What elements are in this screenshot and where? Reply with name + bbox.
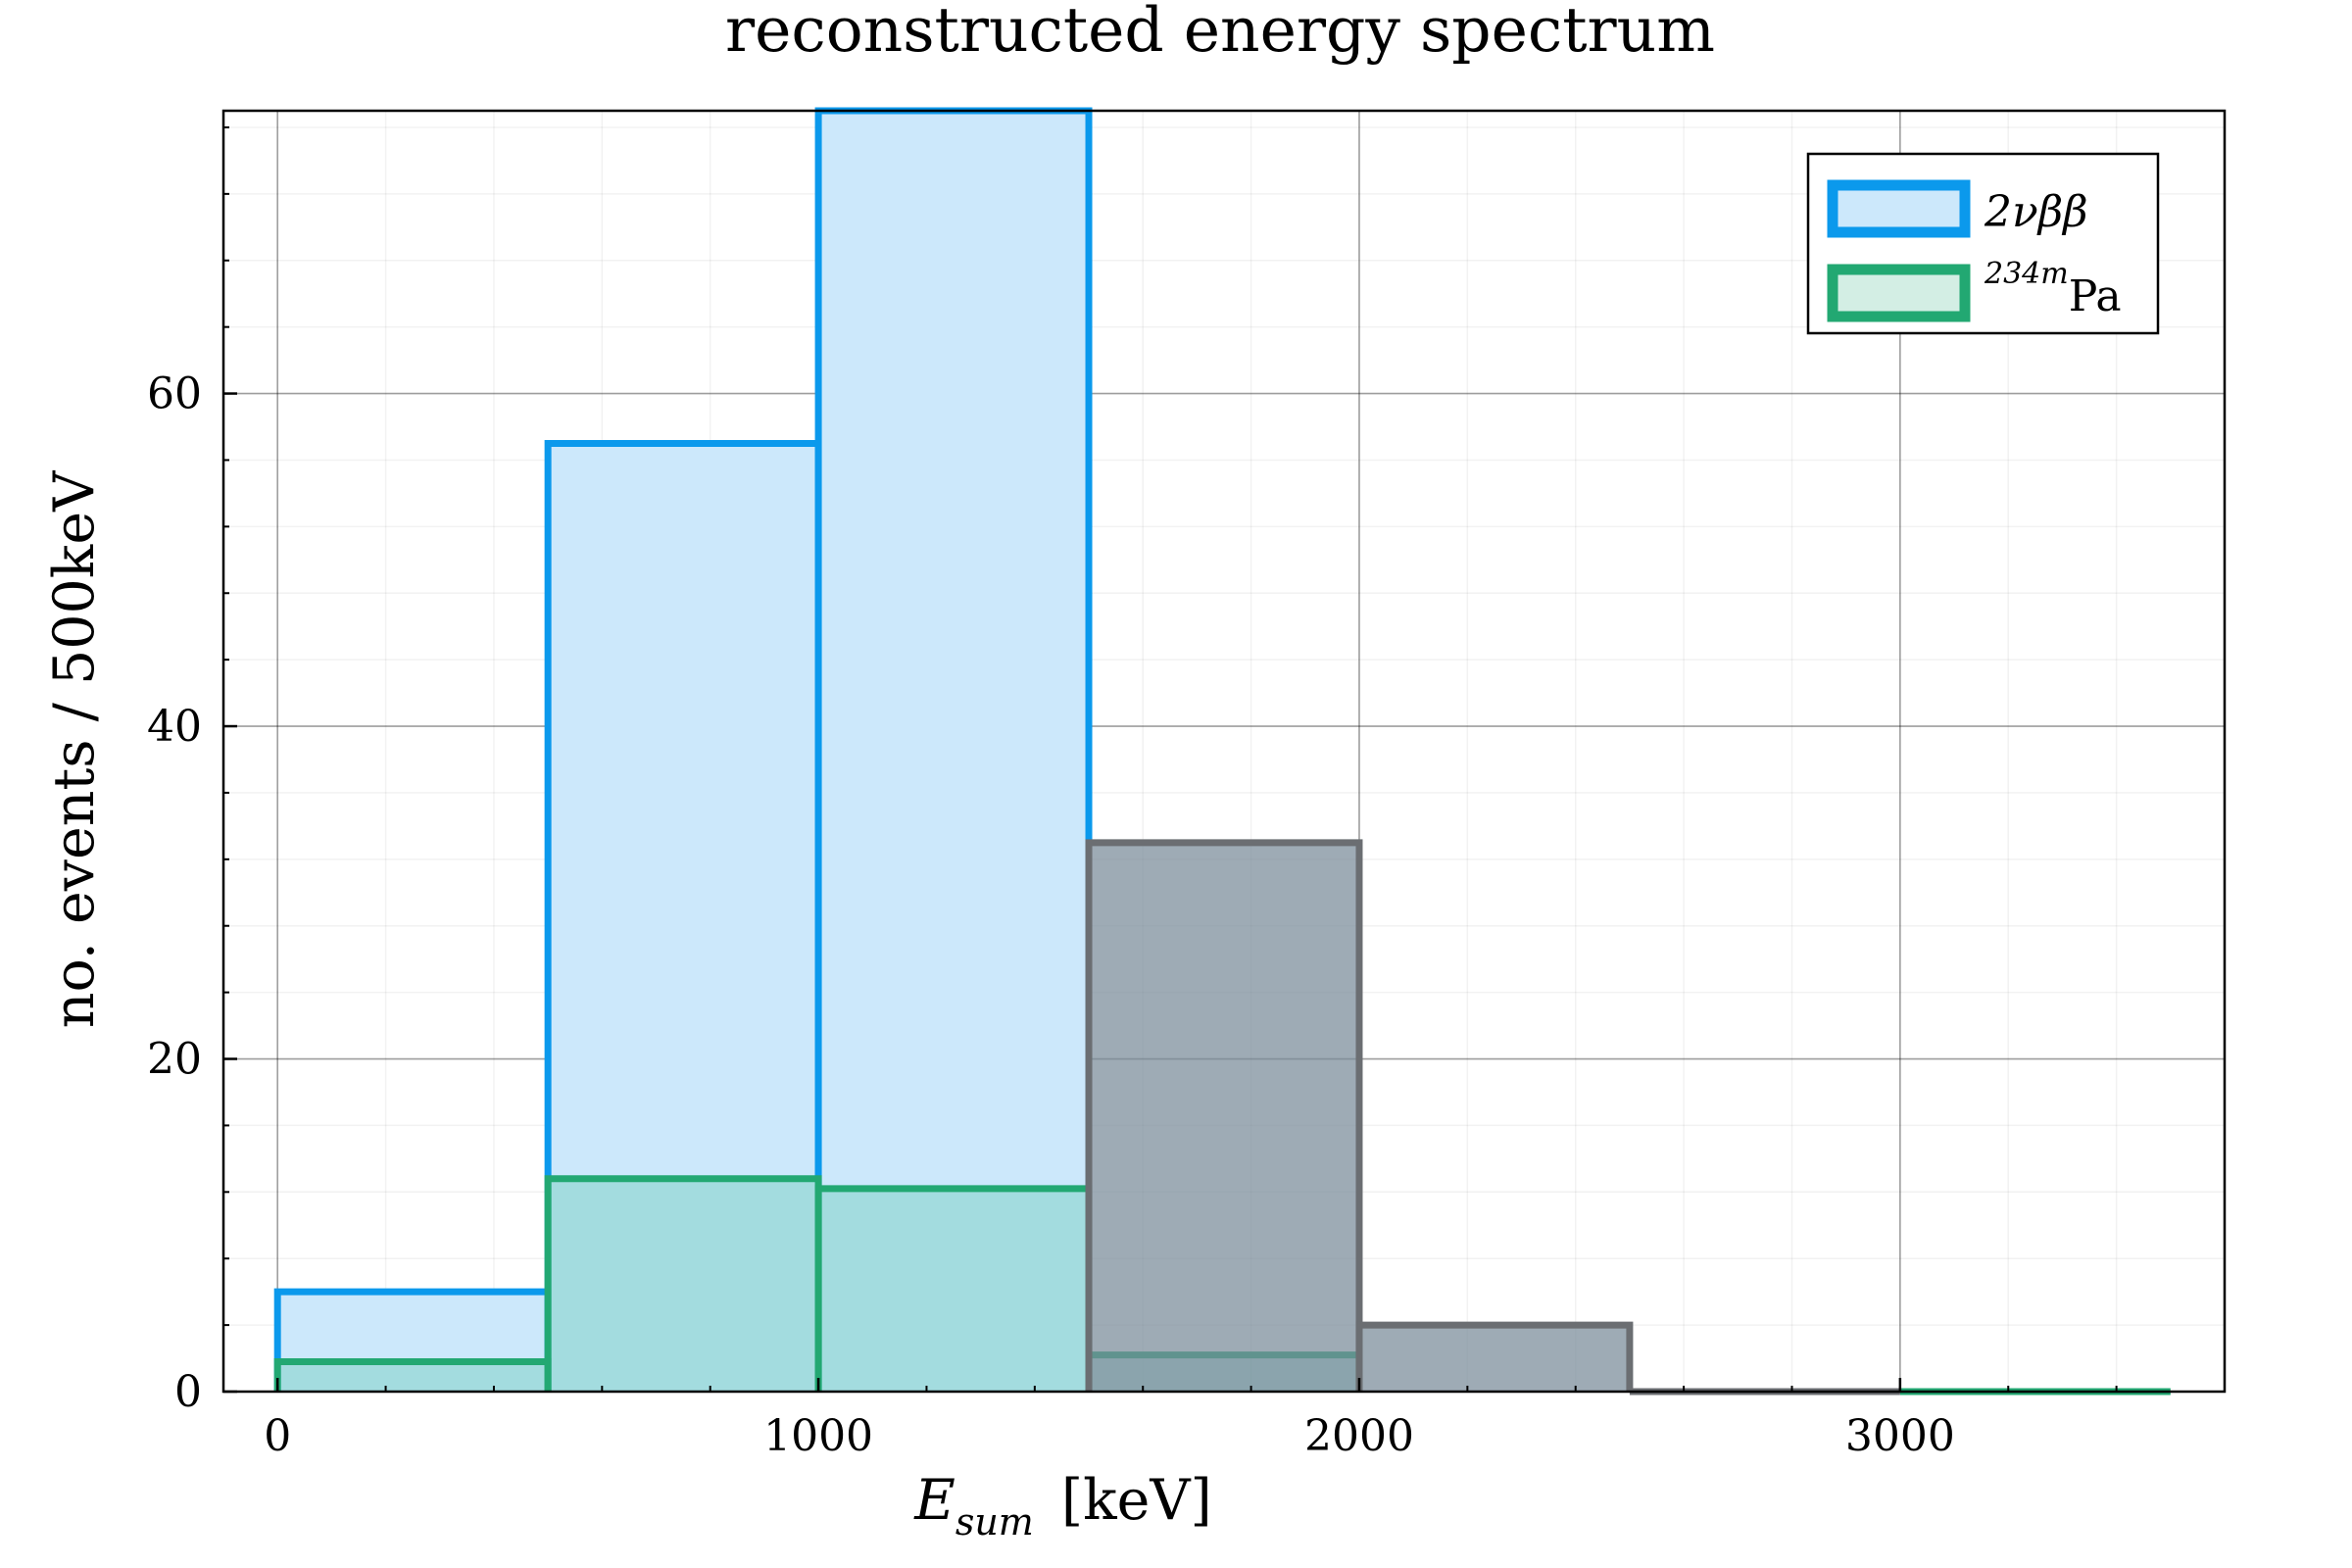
legend-entry-base: Pa [2069, 271, 2122, 321]
x-tick-label: 2000 [1304, 1411, 1414, 1461]
y-axis-label: no. events / 500keV [42, 470, 107, 1028]
legend-swatch [1827, 179, 1971, 238]
histogram-bar-outline [1355, 1321, 1634, 1392]
series-1 [273, 107, 1093, 1392]
x-axis-label-unit: [keV] [1061, 1468, 1212, 1533]
histogram-bar [1358, 1325, 1630, 1392]
histogram-bar [277, 1361, 549, 1392]
legend-swatch [1827, 264, 1971, 322]
histogram-bar [818, 1188, 1090, 1392]
legend-entry-label: 2νββ [1984, 187, 2088, 237]
axis-ticks: 0 1000 2000 3000 0 20 40 60 [147, 125, 2118, 1461]
histogram-bar [1089, 842, 1359, 1392]
y-tick-label: 20 [147, 1035, 202, 1085]
legend-entry-label: 234mPa [1984, 257, 2122, 321]
histogram-bar [818, 111, 1090, 1392]
x-tick-label: 0 [264, 1411, 291, 1461]
legend-entry-superscript: 234m [1984, 257, 2069, 291]
histogram-bars [273, 107, 2171, 1396]
x-axis-label: Esum [keV] [913, 1468, 1212, 1544]
x-tick-label: 3000 [1845, 1411, 1955, 1461]
x-axis-label-main: E [913, 1468, 956, 1533]
y-tick-label: 0 [174, 1367, 202, 1417]
x-axis-label-sub: sum [956, 1500, 1034, 1544]
chart-title: reconstructed energy spectrum [725, 0, 1715, 66]
histogram-bar-outline [1085, 839, 1363, 1392]
series-3 [1085, 839, 1900, 1396]
x-tick-label: 1000 [763, 1411, 873, 1461]
y-tick-label: 40 [147, 702, 202, 752]
y-tick-label: 60 [147, 369, 202, 419]
plot-frame [221, 109, 2227, 1394]
histogram-bar [548, 1178, 819, 1392]
legend: 2νββ 234mPa [1806, 152, 2160, 335]
